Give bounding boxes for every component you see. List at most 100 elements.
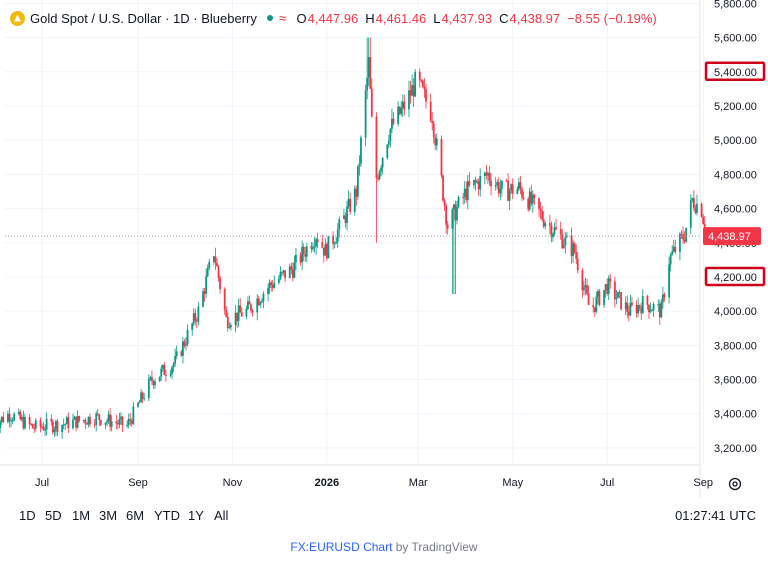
candle-body [186, 330, 189, 345]
candle-body [110, 421, 113, 427]
candle-body [657, 303, 660, 305]
candle-body [302, 246, 305, 255]
range-1y-button[interactable]: 1Y [188, 508, 204, 523]
x-tick-label: Jul [35, 477, 49, 489]
candle-body [663, 294, 666, 298]
candle-body [78, 416, 81, 421]
candle-body [278, 278, 280, 283]
y-tick-label: 4,800.00 [714, 169, 757, 181]
candle-body [149, 377, 152, 379]
candle-body [614, 281, 616, 300]
candle-body [646, 296, 649, 305]
candle-body [86, 423, 88, 425]
range-1d-button[interactable]: 1D [19, 508, 36, 523]
range-6m-button[interactable]: 6M [126, 508, 145, 523]
candle-body [151, 377, 153, 381]
candle-body [56, 421, 59, 433]
candle-body [500, 180, 503, 189]
candle-body [93, 424, 96, 426]
open-label: O [296, 10, 307, 26]
candle-body [398, 106, 401, 115]
candle-body [465, 188, 468, 200]
candle-body [288, 266, 291, 279]
candle-body [132, 406, 135, 424]
range-all-button[interactable]: All [214, 508, 229, 523]
candle-body [516, 188, 519, 194]
range-1m-button[interactable]: 1M [72, 508, 91, 523]
candle-body [576, 258, 579, 271]
candle-body [228, 327, 231, 329]
candle-body [73, 416, 76, 420]
candle-body [0, 416, 3, 422]
candle-body [683, 239, 686, 242]
candle-body [62, 424, 65, 426]
candle-body [615, 297, 618, 300]
candle-body [531, 194, 534, 204]
candle-body [649, 310, 652, 313]
candle-body [44, 429, 46, 431]
symbol-title[interactable]: Gold Spot / U.S. Dollar · 1D · Blueberry [30, 10, 257, 26]
range-3m-button[interactable]: 3M [99, 508, 118, 523]
chart-footer-link[interactable]: FX:EURUSD Chart [290, 540, 393, 554]
candle-body [250, 304, 252, 311]
candle-body [55, 421, 57, 430]
candle-body [587, 293, 590, 305]
x-tick-label: Jul [600, 477, 614, 489]
chart-settings-gear-icon[interactable] [727, 476, 743, 492]
highlight-box [704, 61, 766, 82]
candle-body [559, 229, 562, 235]
candle-body [140, 392, 142, 403]
candle-body [223, 289, 226, 310]
bottom-toolbar: 1D 5D 1M 3M 6M YTD 1Y All 01:27:41 UTC [0, 500, 768, 530]
y-tick-label: 5,200.00 [714, 101, 757, 113]
candle-body [412, 85, 415, 97]
candle-body [99, 420, 102, 425]
candle-body [618, 291, 621, 293]
range-5d-button[interactable]: 5D [45, 508, 62, 523]
range-ytd-button[interactable]: YTD [154, 508, 180, 523]
x-tick-label: Sep [693, 477, 713, 489]
candle-body [575, 252, 578, 259]
candle-body [290, 266, 293, 270]
y-tick-label: 3,200.00 [714, 443, 757, 455]
candle-body [544, 223, 547, 227]
candle-body [271, 285, 274, 288]
candle-body [671, 251, 674, 255]
candle-body [13, 413, 16, 421]
price-chart[interactable]: 5,800.00 5,600.00 5,400.00 5,200.00 5,000.00… [0, 0, 768, 500]
candle-body [310, 246, 313, 250]
candle-body [11, 420, 14, 422]
candle-body [332, 236, 334, 244]
candle-body [477, 181, 480, 190]
candle-body [434, 137, 437, 146]
candle-body [175, 351, 178, 356]
candle-body [96, 413, 99, 415]
candle-body [564, 236, 567, 245]
candle-body [626, 302, 629, 313]
candle-body [257, 298, 260, 306]
candle-body [75, 416, 77, 428]
candle-body [10, 420, 12, 422]
candle-body [694, 208, 697, 213]
candle-body [82, 419, 85, 421]
candle-body [422, 80, 424, 87]
candle-body [41, 426, 43, 428]
candle-body [109, 414, 112, 427]
candle-body [443, 200, 446, 206]
candle-body [324, 244, 327, 256]
candle-body [206, 268, 209, 277]
candle-body [338, 219, 341, 230]
candle-body [240, 312, 243, 317]
candle-body [669, 254, 672, 265]
candle-body [635, 305, 638, 314]
candle-body [191, 323, 194, 331]
candle-body [212, 256, 215, 262]
candle-body [485, 172, 488, 176]
footer-by-text: by TradingView [392, 540, 478, 554]
candle-body [195, 320, 198, 322]
candle-body [555, 227, 557, 230]
candle-body [604, 284, 607, 290]
candle-body [106, 421, 108, 423]
candle-body [19, 411, 22, 420]
candle-body [0, 421, 2, 428]
